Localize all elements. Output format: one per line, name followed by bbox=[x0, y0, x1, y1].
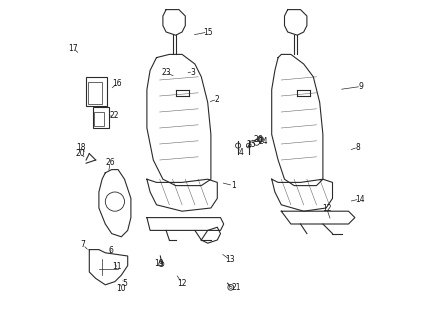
Text: 23: 23 bbox=[161, 68, 171, 77]
Bar bbox=[88, 82, 102, 104]
Text: 17: 17 bbox=[68, 44, 78, 52]
Text: 16: 16 bbox=[112, 79, 122, 88]
Text: 9: 9 bbox=[359, 82, 364, 91]
Text: 25: 25 bbox=[247, 140, 256, 149]
Text: 20: 20 bbox=[75, 149, 85, 158]
Text: 26: 26 bbox=[105, 158, 115, 167]
Text: 21: 21 bbox=[231, 284, 241, 292]
Text: 4: 4 bbox=[239, 148, 244, 156]
Text: 14: 14 bbox=[355, 195, 365, 204]
Bar bbox=[94, 112, 104, 126]
Text: 13: 13 bbox=[225, 255, 235, 264]
Text: 19: 19 bbox=[154, 260, 164, 268]
Text: 1: 1 bbox=[231, 181, 235, 190]
Text: 11: 11 bbox=[112, 262, 121, 271]
Text: 22: 22 bbox=[109, 111, 119, 120]
Text: 12: 12 bbox=[177, 279, 187, 288]
Text: 5: 5 bbox=[122, 279, 127, 288]
Text: 3: 3 bbox=[191, 68, 196, 76]
Text: 6: 6 bbox=[108, 246, 113, 255]
Text: 2: 2 bbox=[215, 95, 220, 104]
Bar bbox=[93, 107, 108, 128]
Bar bbox=[86, 77, 107, 106]
Text: 12: 12 bbox=[322, 204, 332, 213]
Text: 15: 15 bbox=[203, 28, 213, 36]
Text: 7: 7 bbox=[80, 240, 86, 249]
Text: 24: 24 bbox=[258, 137, 268, 146]
Text: 10: 10 bbox=[116, 284, 126, 293]
Text: 26: 26 bbox=[253, 135, 263, 144]
Text: 8: 8 bbox=[356, 143, 360, 152]
Text: 18: 18 bbox=[77, 143, 86, 152]
